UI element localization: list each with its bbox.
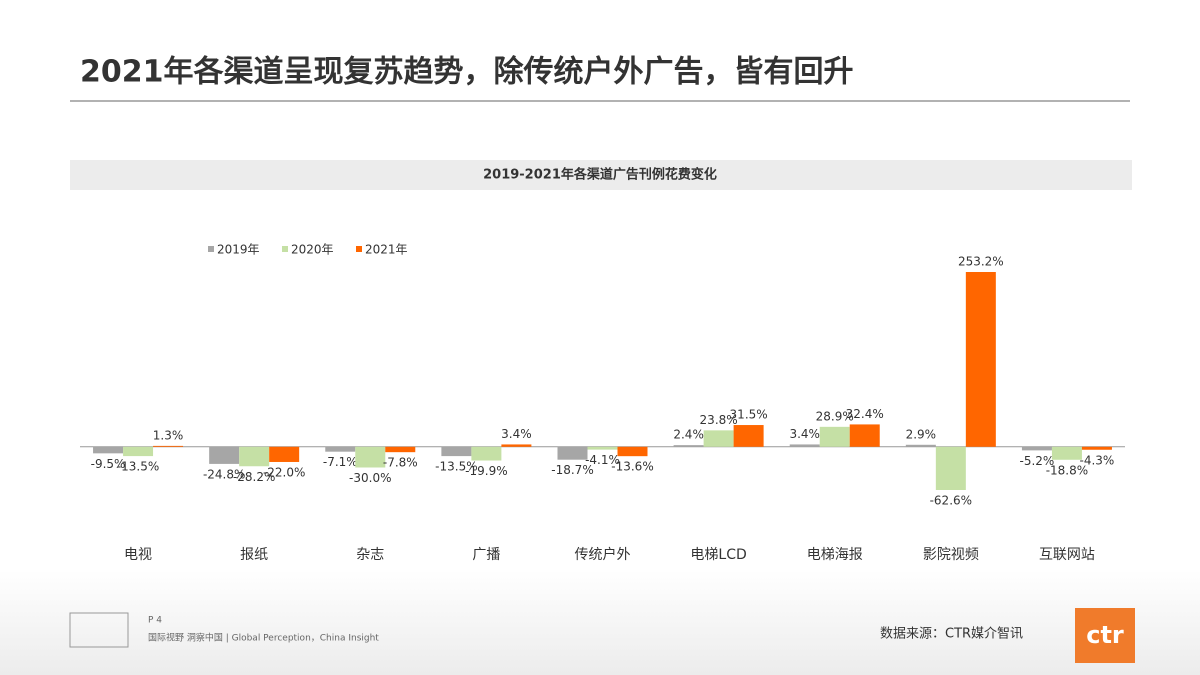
value-label: 2.4% (673, 428, 704, 442)
value-label: -7.1% (323, 455, 358, 469)
value-label: -9.5% (91, 457, 126, 471)
source: 数据来源：CTR媒介智讯 (880, 627, 1023, 642)
value-label: 23.8% (700, 413, 738, 427)
legend-swatch (356, 246, 362, 252)
value-label: 3.4% (789, 427, 820, 441)
bar (557, 446, 588, 460)
slogan: 国际视野 洞察中国 | Global Perception，China Insi… (148, 632, 379, 644)
chart-title-bg (70, 160, 1132, 190)
value-label: -30.0% (349, 471, 391, 485)
bar (239, 446, 270, 467)
value-label: -18.8% (1046, 463, 1088, 477)
bar (733, 425, 764, 447)
x-tick-label: 电梯LCD (690, 547, 746, 563)
bar (325, 446, 356, 452)
bar (501, 444, 532, 447)
value-label: 3.4% (501, 427, 532, 441)
value-label: 2.9% (906, 427, 937, 441)
value-label: -28.2% (233, 470, 275, 484)
x-tick-label: 传统户外 (575, 546, 631, 563)
value-label: -24.8% (203, 467, 245, 481)
x-tick-label: 杂志 (356, 547, 384, 563)
value-label: -5.2% (1020, 454, 1055, 468)
legend-label: 2019年 (217, 243, 260, 257)
x-tick-label: 广播 (472, 547, 500, 563)
bar (617, 446, 648, 457)
slide-title: 2021年各渠道呈现复苏趋势，除传统户外广告，皆有回升 (80, 55, 854, 90)
cert-icon (69, 612, 129, 648)
bar (849, 424, 880, 447)
legend-swatch (282, 246, 288, 252)
value-label: 253.2% (958, 255, 1004, 269)
x-tick-label: 电梯海报 (807, 547, 863, 563)
bar (1081, 446, 1112, 450)
bar (123, 446, 154, 457)
plot: 2019年 2020年 2021年电视-9.5%-13.5%1.3%报纸-24.8%… (80, 243, 1125, 563)
chart-title: 2019-2021年各渠道广告刊例花费变化 (483, 167, 717, 183)
x-tick-label: 报纸 (240, 547, 268, 563)
value-label: -13.5% (435, 460, 477, 474)
bar (441, 446, 472, 457)
bar (209, 446, 240, 464)
value-label: 1.3% (153, 428, 184, 442)
legend-label: 2021年 (365, 243, 408, 257)
bar (93, 446, 124, 454)
value-label: -19.9% (465, 464, 507, 478)
value-label: -13.5% (117, 460, 159, 474)
logo-bg (1075, 608, 1135, 663)
value-label: 31.5% (730, 408, 768, 422)
footer-bg (0, 570, 1200, 675)
x-tick-label: 电视 (124, 547, 152, 563)
value-label: -4.3% (1080, 453, 1115, 467)
bar (673, 445, 704, 447)
value-label: 32.4% (846, 407, 884, 421)
bar (471, 446, 502, 461)
bar (587, 446, 618, 450)
bar (789, 444, 820, 447)
value-label: -18.7% (551, 463, 593, 477)
bar (965, 272, 996, 447)
value-label: -4.1% (585, 453, 620, 467)
x-tick-label: 互联网站 (1039, 547, 1095, 563)
value-label: 28.9% (816, 409, 854, 423)
bar (355, 446, 386, 468)
bar (269, 446, 300, 462)
x-tick-label: 影院视频 (923, 547, 979, 563)
legend-swatch (208, 246, 214, 252)
bar (935, 446, 966, 490)
value-label: -62.6% (930, 494, 972, 508)
value-label: -22.0% (263, 465, 305, 479)
bar (819, 426, 850, 447)
value-label: -7.8% (383, 456, 418, 470)
page-number: P 4 (148, 616, 162, 626)
bar (1051, 446, 1082, 460)
bar (703, 430, 734, 447)
bar (1021, 446, 1052, 451)
bar (153, 445, 184, 447)
legend-label: 2020年 (291, 243, 334, 257)
bar (905, 444, 936, 447)
bar (385, 446, 416, 453)
value-label: -13.6% (611, 460, 653, 474)
logo: ctr (1086, 621, 1124, 649)
